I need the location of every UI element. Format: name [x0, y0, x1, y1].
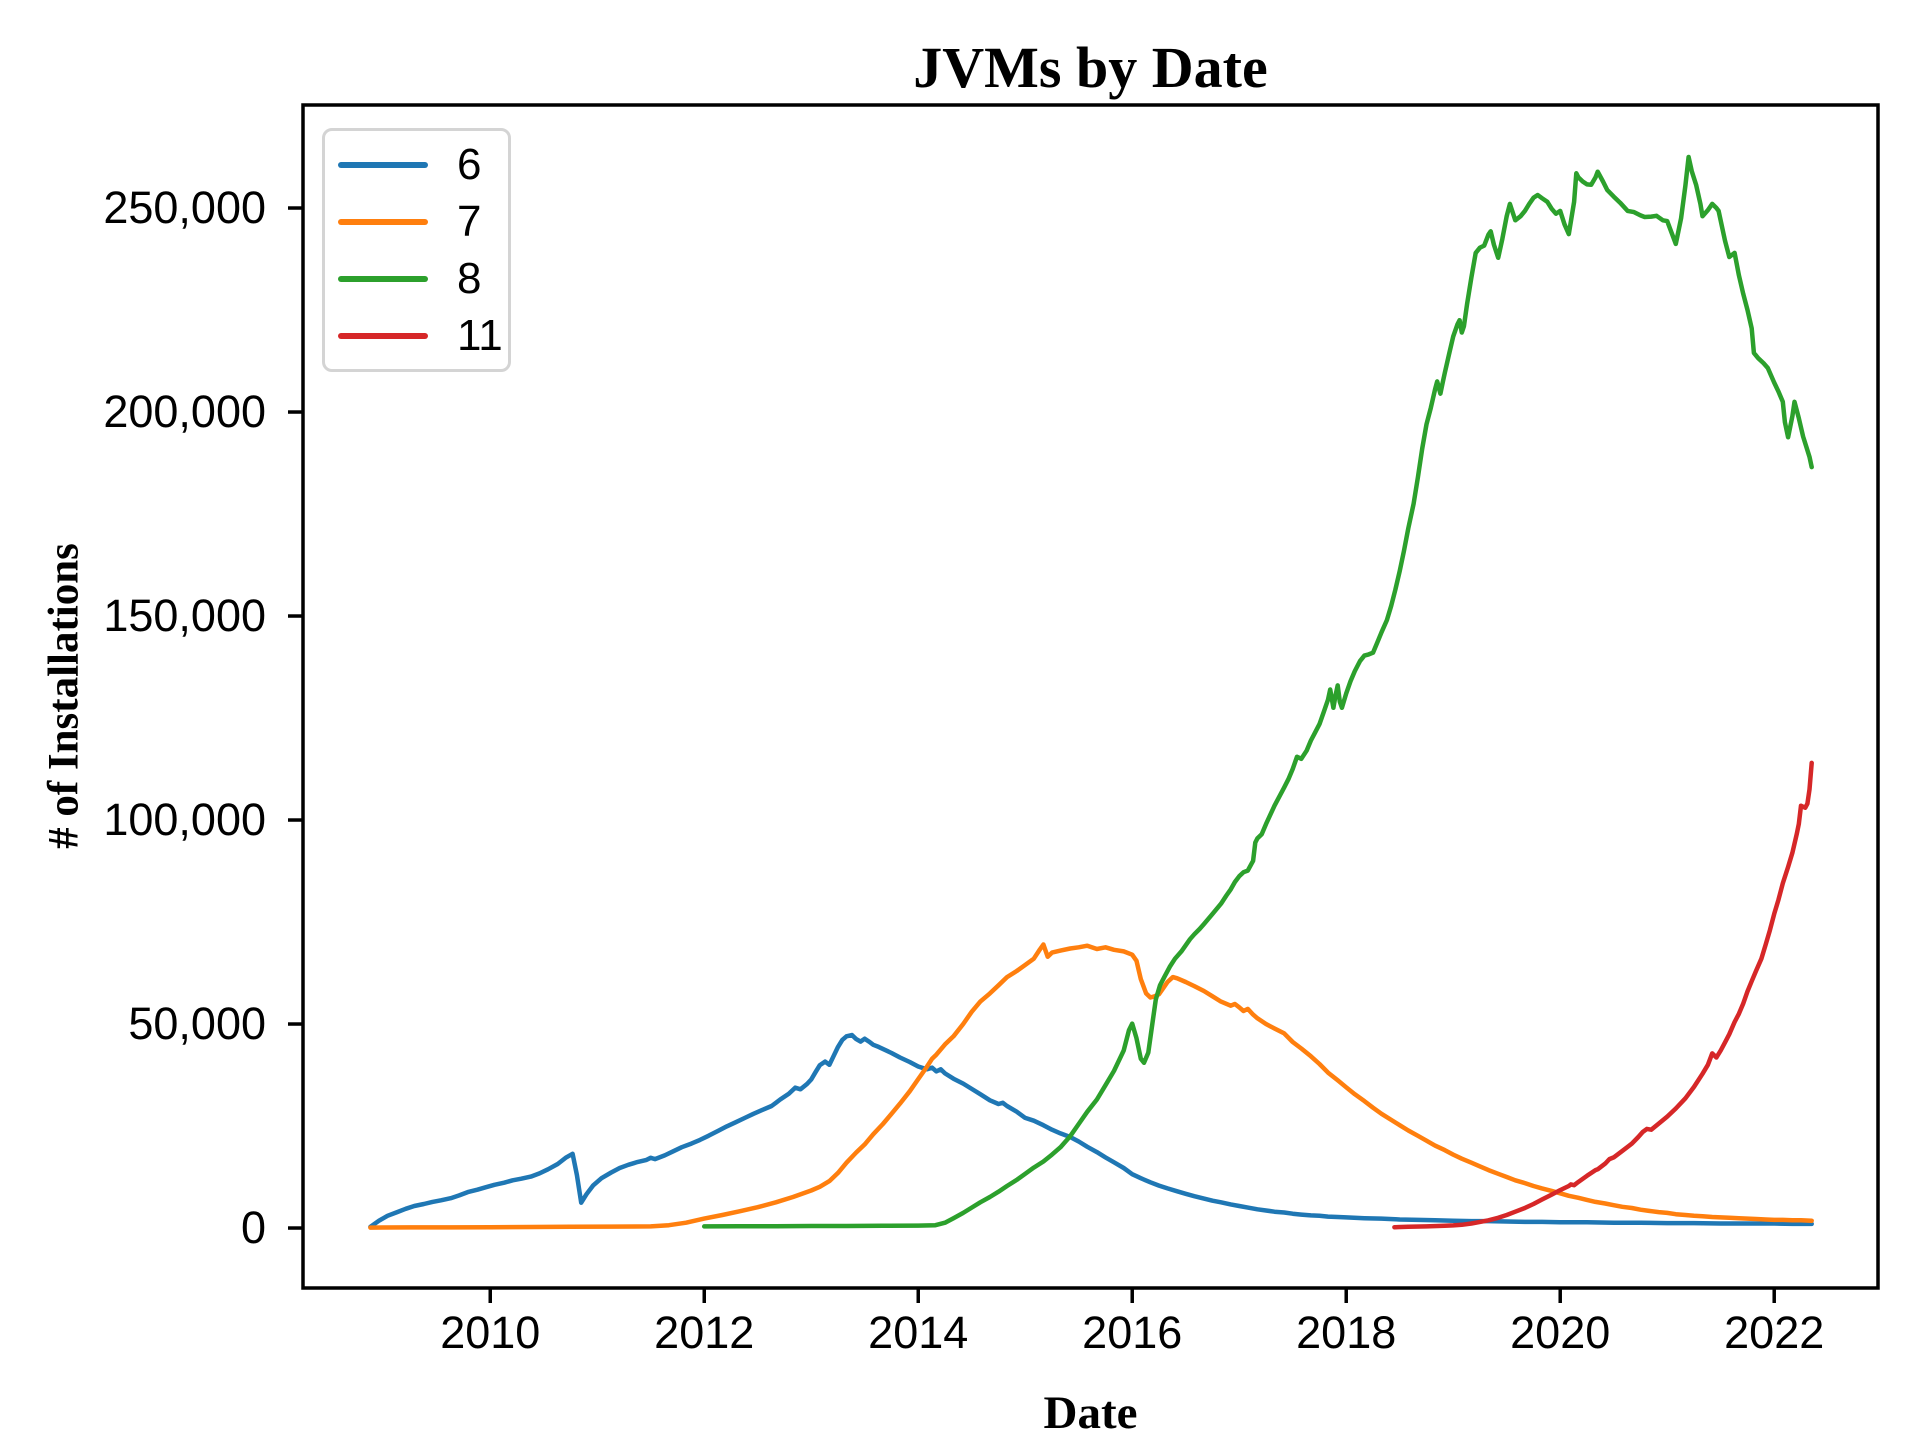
- series-line-8: [701, 154, 1814, 1229]
- x-tick-label: 2016: [1082, 1307, 1182, 1358]
- legend-swatch-6: [338, 161, 428, 168]
- x-tick-label: 2018: [1296, 1307, 1396, 1358]
- x-tick-label: 2020: [1510, 1307, 1610, 1358]
- x-tick-label: 2022: [1724, 1307, 1824, 1358]
- y-tick-label: 100,000: [103, 794, 266, 845]
- x-tick-label: 2014: [868, 1307, 968, 1358]
- y-tick-label: 0: [241, 1202, 266, 1253]
- plot-border: [301, 103, 1880, 1290]
- series-line-7: [368, 942, 1814, 1230]
- legend-label-7: 7: [457, 196, 482, 246]
- legend-label-8: 8: [457, 253, 482, 303]
- legend-item-11: 11: [325, 307, 508, 364]
- x-tick-label: 2010: [440, 1307, 540, 1358]
- y-tick-label: 250,000: [103, 182, 266, 233]
- axes-layer: 2010 2012 2014 2016 2018 2020 2022 0 50,000 100,0…: [103, 182, 1824, 1358]
- series-layer: [368, 154, 1814, 1230]
- y-tick-label: 150,000: [103, 590, 266, 641]
- chart-title: JVMs by Date: [913, 35, 1268, 100]
- legend: 6 7 8 11: [322, 128, 511, 372]
- legend-swatch-8: [338, 275, 428, 282]
- series-line-11: [1392, 760, 1814, 1230]
- series-line-6: [368, 1032, 1814, 1230]
- y-tick-label: 200,000: [103, 386, 266, 437]
- x-tick-label: 2012: [654, 1307, 754, 1358]
- legend-swatch-7: [338, 218, 428, 225]
- y-tick-label: 50,000: [128, 998, 266, 1049]
- legend-label-6: 6: [457, 139, 482, 189]
- legend-label-11: 11: [457, 310, 503, 360]
- legend-item-8: 8: [325, 250, 508, 307]
- legend-item-6: 6: [325, 136, 508, 193]
- legend-item-7: 7: [325, 193, 508, 250]
- y-axis-label: # of Installations: [40, 543, 88, 849]
- legend-swatch-11: [338, 332, 428, 339]
- x-axis-label: Date: [1043, 1387, 1138, 1439]
